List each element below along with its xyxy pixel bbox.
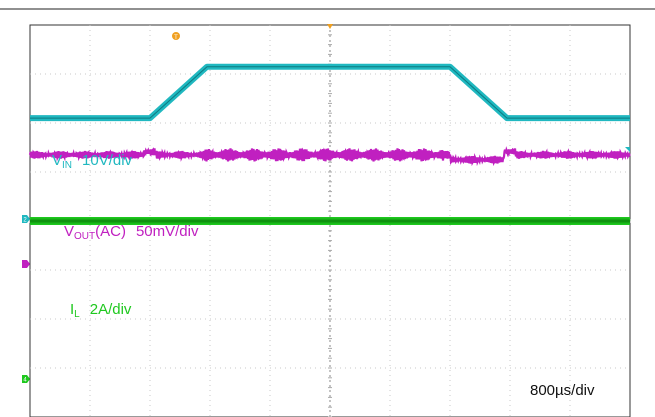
il-trace-core (29, 217, 631, 225)
vout-label-suffix: (AC) (95, 223, 126, 240)
timebase-label: 800µs/div (530, 382, 595, 399)
ch2-ground-marker-label: 2 (23, 218, 27, 224)
vin-level-marker (625, 147, 630, 152)
trigger-marker-label: T (174, 35, 178, 41)
markers: T 2 4 (22, 24, 630, 384)
ch2-ground-marker (22, 215, 30, 223)
vin-label-sub: IN (62, 160, 72, 171)
trigger-position-marker (327, 24, 333, 29)
il-label-scale: 2A/div (90, 301, 132, 318)
vin-label-scale: 10V/div (82, 152, 133, 169)
vin-label: VIN 10V/div (52, 152, 133, 171)
vout-trace (28, 146, 631, 167)
vout-label-sub: OUT (74, 231, 95, 242)
vin-label-main: V (52, 152, 62, 169)
vout-label-scale: 50mV/div (136, 223, 199, 240)
traces (28, 63, 631, 225)
vout-label-main: V (64, 223, 74, 240)
ch4-ground-marker (22, 375, 30, 383)
vout-label: VOUT(AC) 50mV/div (64, 223, 199, 242)
vin-trace-core (30, 66, 630, 119)
il-label-sub: L (74, 309, 80, 320)
ch4-ground-marker-label: 4 (23, 378, 27, 384)
il-label: IL 2A/div (70, 301, 132, 320)
il-label-main: I (70, 301, 74, 318)
vout-ground-marker (22, 260, 30, 268)
trigger-marker (172, 32, 180, 40)
